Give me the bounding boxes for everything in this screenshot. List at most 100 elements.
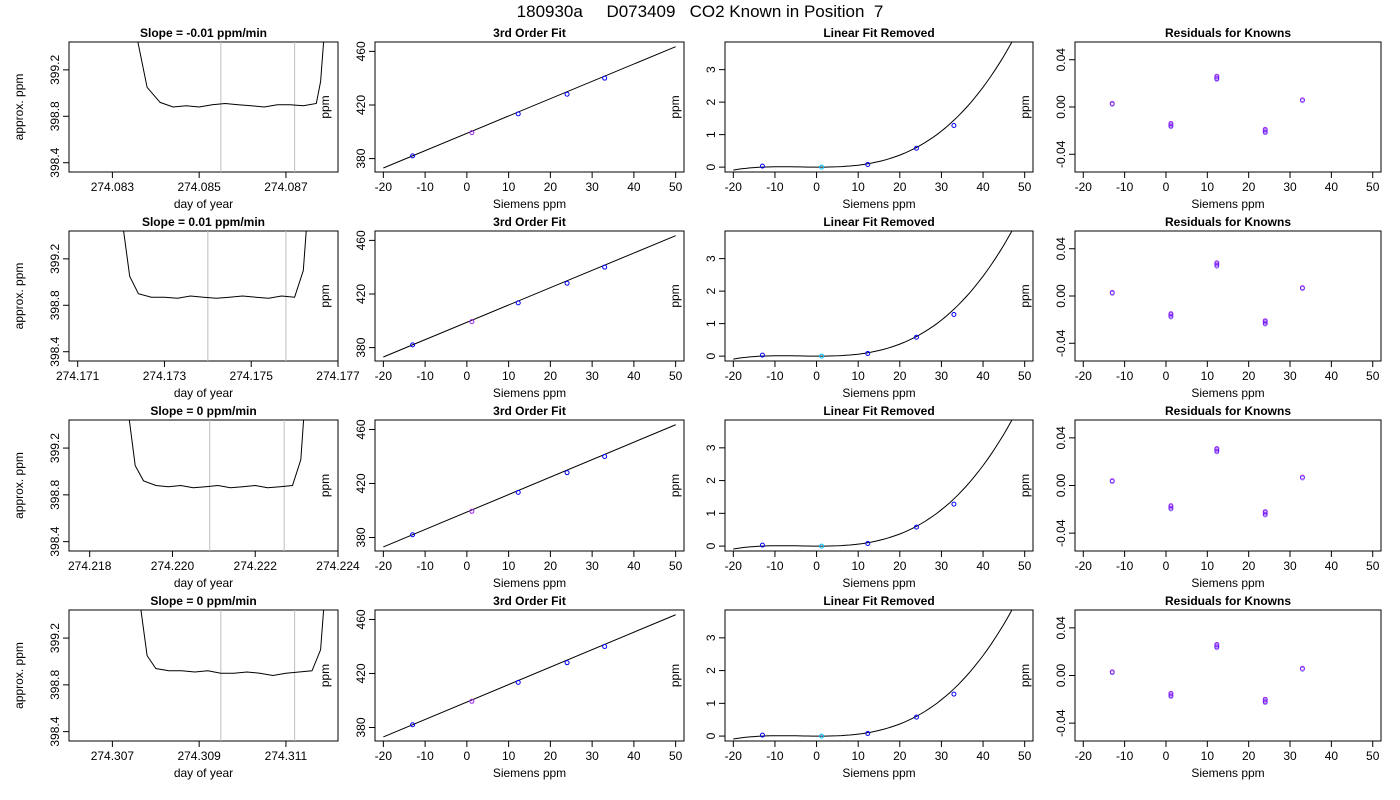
panel-4-linear_removed-xlabel: Siemens ppm [842,766,915,780]
panel-1-residuals-xlabel: Siemens ppm [1191,197,1264,211]
panel-2-residuals-xtick-label: -20 [1075,369,1093,383]
panel-2-linear_removed-title: Linear Fit Removed [823,215,934,229]
panel-3-fit-point [469,508,475,514]
panel-4-residuals-xtick-label: 20 [1242,749,1256,763]
panel-3-trace-ylabel: approx. ppm [12,452,26,519]
panel-3-linear_removed-frame [724,419,1034,552]
panel-1-trace-xtick-label: 274.083 [91,180,135,194]
panel-2-residuals-ytick-label: 0.04 [1054,237,1068,261]
panel-4-residuals-ytick-label: 0.00 [1054,663,1068,687]
panel-2-trace-ytick-label: 398.8 [48,290,62,320]
panel-2-trace-xtick-label: 274.177 [316,369,360,383]
panel-2-linear_removed-xtick-label: 30 [935,369,949,383]
panel-1-residuals-xtick-label: -20 [1075,180,1093,194]
panel-3-linear_removed-xtick-label: -10 [766,559,784,573]
panel-4-residuals-title: Residuals for Knowns [1165,594,1291,608]
panel-4-linear_removed-xtick-label: 30 [935,749,949,763]
panel-3-residuals-ytick-label: 0.00 [1054,473,1068,497]
panel-1-linear_removed-xtick-label: 20 [893,180,907,194]
panel-1-trace-ytick-label: 398.8 [48,101,62,131]
panel-3-fit-frame [374,419,685,552]
panel-2-residuals-xtick-label: 30 [1283,369,1297,383]
panel-3-linear_removed-point [865,540,871,546]
panel-4-fit-fit-line [383,614,676,738]
panel-1-linear_removed-point [865,162,871,168]
panel-2-fit-ylabel: ppm [318,284,332,307]
panel-2-residuals-xtick-label: 0 [1163,369,1170,383]
panel-3-linear_removed-xtick-label: 20 [893,559,907,573]
panel-3-fit-point [564,470,570,476]
panel-2-linear_removed-xtick-label: 50 [1018,369,1032,383]
panel-2-residuals-ytick-label: -0.04 [1054,329,1068,357]
panel-3-linear_removed-ylabel: ppm [668,474,682,497]
panel-4-linear_removed-ytick-label: 2 [704,667,718,674]
panel-4-fit-ytick-label: 380 [354,717,368,737]
panel-2-fit-point [564,280,570,286]
panel-2-trace-xlabel: day of year [174,386,233,400]
panel-1-residuals-xtick-label: 30 [1283,180,1297,194]
panel-3-residuals-point-overlay [1168,506,1174,512]
panel-3-linear_removed-ytick-label: 0 [704,542,718,549]
panel-1-residuals-point-overlay [1168,124,1174,130]
panel-2-residuals-point-overlay [1109,291,1115,296]
panel-4-fit-ytick-label: 460 [354,609,368,629]
panel-2-trace-xtick-label: 274.171 [56,369,100,383]
panel-3-fit-xtick-label: 10 [502,559,516,573]
panel-1-residuals-xtick-label: 40 [1325,180,1339,194]
panel-3-linear_removed-xtick-label: 10 [852,559,866,573]
panel-4-residuals-point-overlay [1109,670,1115,676]
panel-3-trace-xlabel: day of year [174,576,233,590]
panel-1-residuals-ytick-label: 0.04 [1054,48,1068,72]
panel-2-fit-xtick-label: 50 [669,369,683,383]
panel-1-fit-xtick-label: 50 [669,180,683,194]
panel-4-linear_removed-ytick-label: 0 [704,732,718,739]
panel-4-linear_removed-xtick-label: -10 [766,749,784,763]
panel-4-fit-ylabel: ppm [318,664,332,687]
panel-3-residuals-point-overlay [1109,479,1115,485]
panel-2-fit-xtick-label: -20 [375,369,393,383]
panel-1-fit-ylabel: ppm [318,95,332,118]
panel-1-fit-title: 3rd Order Fit [493,26,566,40]
panel-1-trace-series-line [137,42,325,108]
panel-3-trace-xtick-label: 274.218 [68,559,112,573]
panel-3-trace-frame [68,419,339,552]
panel-2-fit-ytick-label: 380 [354,337,368,357]
panel-4-residuals-point-overlay [1214,643,1220,648]
panel-4-residuals-point-overlay [1262,700,1268,706]
panel-4-trace-ylabel: approx. ppm [12,642,26,709]
panel-4-linear_removed-fit-curve [733,610,1013,740]
panel-4-trace-ytick-label: 399.2 [48,623,62,653]
panel-4-trace-frame [68,609,339,742]
panel-4-residuals-xlabel: Siemens ppm [1191,766,1264,780]
panel-3-trace-ytick-label: 399.2 [48,433,62,463]
panel-1-fit-point [469,130,475,136]
panel-2-linear_removed-point [819,353,825,359]
panel-1-linear_removed-xtick-label: 50 [1018,180,1032,194]
panel-1-trace-ytick-label: 399.2 [48,55,62,85]
panel-3-residuals-point-overlay [1214,447,1220,452]
panel-2-linear_removed-point [865,351,871,357]
panel-1-fit-xtick-label: 10 [502,180,516,194]
panel-4-residuals-point-overlay [1300,667,1305,672]
panel-2-fit-fit-line [383,235,676,358]
panel-3-linear_removed-point [951,501,957,507]
panel-1-linear_removed-xtick-label: 0 [813,180,820,194]
panel-1-trace-title: Slope = -0.01 ppm/min [140,26,267,40]
panel-2-residuals-point-overlay [1214,263,1220,269]
panel-3-residuals-ylabel: ppm [1018,474,1032,497]
panel-3-linear_removed-ytick-label: 3 [704,444,718,451]
panel-1-trace-xtick-label: 274.085 [177,180,221,194]
panel-3-linear_removed-ytick-label: 2 [704,477,718,484]
panel-4-residuals-xtick-label: -20 [1075,749,1093,763]
panel-4-residuals-ylabel: ppm [1018,664,1032,687]
panel-3-fit-xtick-label: 20 [544,559,558,573]
panel-2-fit-xlabel: Siemens ppm [493,386,566,400]
panel-3-residuals-xtick-label: 30 [1283,559,1297,573]
panel-4-residuals-ytick-label: -0.04 [1054,709,1068,737]
panel-2-fit-xtick-label: -10 [416,369,434,383]
panel-1-trace-frame [68,41,339,173]
panel-4-fit-point [602,643,608,649]
panel-3-residuals-xtick-label: -10 [1116,559,1134,573]
panel-4-trace-ytick-label: 398.8 [48,670,62,700]
panel-3-fit-ytick-label: 420 [354,473,368,493]
